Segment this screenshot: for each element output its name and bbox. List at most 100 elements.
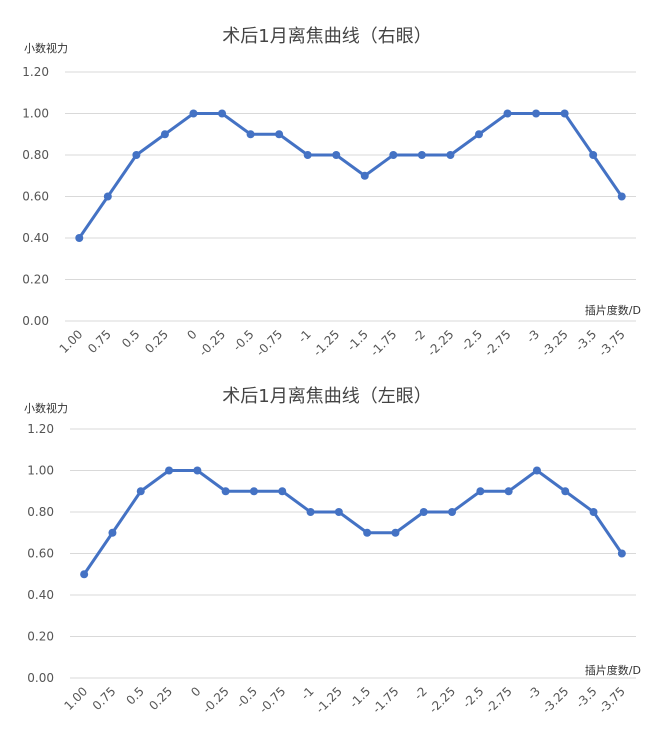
- chart-right-eye: 术后1月离焦曲线（右眼） 小数视力 插片度数/D 0.00 0.20 0.40 0.6…: [0, 0, 667, 362]
- data-point: [617, 549, 626, 558]
- y-tick-label: 0.00: [22, 314, 49, 328]
- series-line: [82, 469, 624, 576]
- data-point: [446, 151, 455, 159]
- data-point: [561, 487, 570, 496]
- x-ticks: 1.00 0.75 0.5 0.25 0-0.25 -0.5-0.75 -1-1.25 -1.…: [57, 327, 628, 359]
- series-line: [78, 112, 623, 239]
- x-tick-label: -3.25: [540, 684, 572, 716]
- y-tick-label: 0.80: [22, 148, 49, 162]
- x-tick-label: -3.75: [596, 684, 628, 716]
- chart-title: 术后1月离焦曲线（右眼）: [222, 26, 431, 47]
- x-tick-label: -2.25: [425, 327, 457, 359]
- x-tick-label: -2.75: [483, 684, 515, 716]
- gridlines: [70, 428, 636, 679]
- x-axis-label: 插片度数/D: [585, 663, 641, 677]
- x-tick-label: -3: [525, 684, 543, 702]
- y-tick-label: 1.20: [22, 65, 49, 79]
- y-ticks: 0.00 0.20 0.40 0.60 0.80 1.00 1.20: [27, 422, 54, 685]
- data-point: [589, 151, 598, 159]
- y-ticks: 0.00 0.20 0.40 0.60 0.80 1.00 1.20: [22, 65, 49, 328]
- data-point: [303, 151, 312, 159]
- data-point: [532, 466, 541, 475]
- x-tick-label: -2.75: [482, 327, 514, 359]
- data-point: [165, 466, 174, 475]
- x-tick-label: -3.75: [596, 327, 628, 359]
- data-point: [275, 130, 284, 139]
- data-point: [532, 109, 541, 118]
- x-tick-label: -0.75: [253, 327, 285, 359]
- x-tick-label: -1: [298, 684, 316, 702]
- x-tick-label: -3: [524, 327, 542, 345]
- x-tick-label: -0.75: [257, 684, 289, 716]
- y-axis-label: 小数视力: [24, 41, 68, 55]
- y-tick-label: 0.20: [22, 273, 49, 287]
- x-tick-label: -0.25: [200, 684, 232, 716]
- data-point: [363, 528, 372, 537]
- data-point: [249, 487, 258, 496]
- series: [75, 109, 626, 242]
- y-tick-label: 1.00: [27, 464, 54, 478]
- data-point: [560, 109, 569, 118]
- x-axis-label: 插片度数/D: [585, 303, 641, 317]
- data-point: [193, 466, 202, 475]
- x-tick-label: -1.75: [368, 327, 400, 359]
- data-point: [360, 171, 369, 180]
- x-tick-label: 0.5: [123, 684, 146, 707]
- data-point: [189, 109, 198, 118]
- series: [80, 466, 626, 579]
- x-tick-label: -2: [412, 684, 430, 702]
- x-tick-label: 0: [188, 684, 203, 699]
- data-point: [221, 487, 230, 496]
- x-tick-label: 1.00: [57, 327, 86, 356]
- data-point: [332, 151, 341, 159]
- data-point: [132, 151, 141, 159]
- x-ticks: 1.00 0.75 0.5 0.25 0-0.25 -0.5-0.75 -1-1.25 -1.…: [61, 684, 627, 716]
- data-point: [108, 528, 117, 537]
- data-point: [218, 109, 227, 118]
- chart-title: 术后1月离焦曲线（左眼）: [222, 386, 431, 407]
- x-tick-label: 0.25: [146, 684, 175, 713]
- data-point: [389, 151, 398, 159]
- x-tick-label: 0: [184, 327, 199, 342]
- x-tick-label: 1.00: [61, 684, 90, 713]
- y-tick-label: 0.40: [22, 231, 49, 245]
- chart-right-eye-svg: 术后1月离焦曲线（右眼） 小数视力 插片度数/D 0.00 0.20 0.40 0.6…: [22, 26, 641, 359]
- y-tick-label: 1.00: [22, 107, 49, 121]
- x-tick-label: -2.25: [426, 684, 458, 716]
- data-point: [334, 508, 343, 516]
- y-tick-label: 0.60: [27, 547, 54, 561]
- data-point: [80, 570, 89, 579]
- x-tick-label: -1.25: [310, 327, 342, 359]
- x-tick-label: -1: [295, 327, 313, 345]
- data-point: [306, 508, 315, 516]
- x-tick-label: -0.25: [196, 327, 228, 359]
- data-point: [419, 508, 428, 516]
- y-axis-label: 小数视力: [24, 401, 68, 415]
- y-tick-label: 0.80: [27, 505, 54, 519]
- data-point: [278, 487, 287, 496]
- data-point: [246, 130, 255, 139]
- x-tick-label: -1.25: [313, 684, 345, 716]
- x-tick-label: -3.25: [539, 327, 571, 359]
- x-tick-label: 0.75: [85, 327, 114, 356]
- data-point: [75, 234, 84, 242]
- x-tick-label: -1.75: [370, 684, 402, 716]
- data-point: [417, 151, 426, 159]
- data-point: [476, 487, 485, 496]
- data-point: [448, 508, 457, 516]
- data-point: [103, 192, 112, 201]
- x-tick-label: 0.25: [142, 327, 171, 356]
- data-point: [589, 508, 598, 516]
- gridlines: [65, 71, 636, 322]
- data-point: [503, 109, 512, 118]
- y-tick-label: 1.20: [27, 422, 54, 436]
- y-tick-label: 0.60: [22, 190, 49, 204]
- chart-left-eye: 术后1月离焦曲线（左眼） 小数视力 插片度数/D 0.00 0.20 0.40 0.6…: [0, 366, 667, 728]
- data-point: [160, 130, 169, 139]
- y-tick-label: 0.40: [27, 588, 54, 602]
- y-tick-label: 0.20: [27, 630, 54, 644]
- chart-left-eye-svg: 术后1月离焦曲线（左眼） 小数视力 插片度数/D 0.00 0.20 0.40 0.6…: [24, 386, 641, 716]
- x-tick-label: -2: [410, 327, 428, 345]
- data-point: [617, 192, 626, 201]
- x-tick-label: 0.75: [90, 684, 119, 713]
